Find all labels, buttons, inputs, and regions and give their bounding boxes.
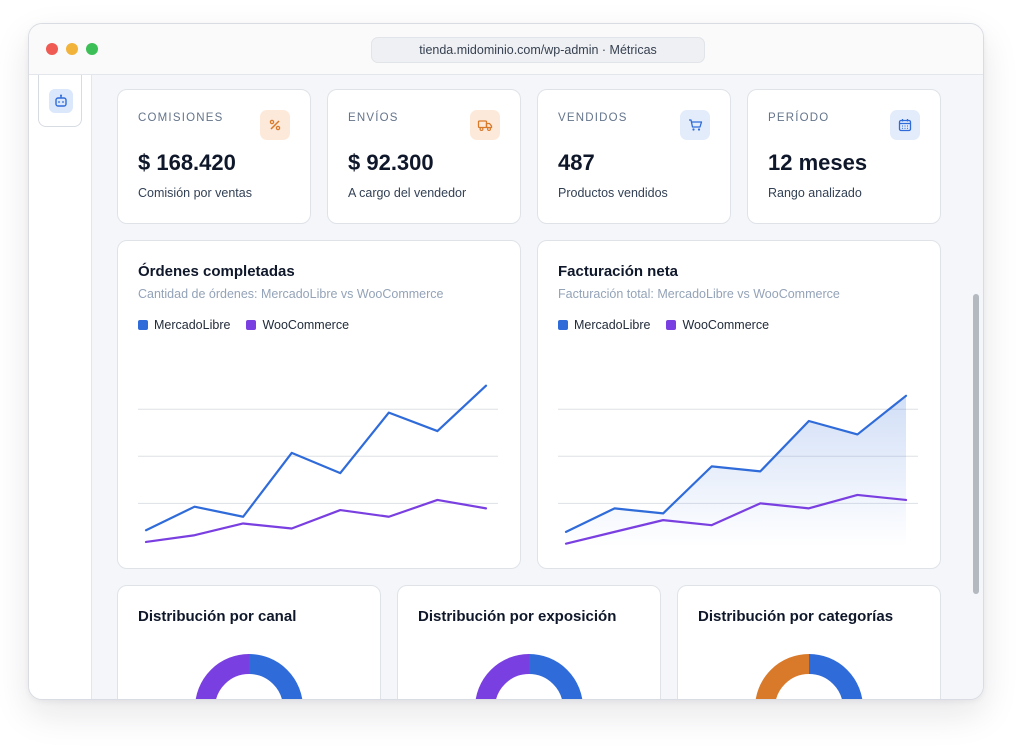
donut-slice-a — [808, 654, 863, 699]
stat-description: Comisión por ventas — [138, 186, 252, 200]
chart-legend: MercadoLibre WooCommerce — [558, 318, 769, 332]
legend-item-woocommerce: WooCommerce — [246, 318, 349, 332]
legend-item-mercadolibre: MercadoLibre — [138, 318, 230, 332]
legend-item-woocommerce: WooCommerce — [666, 318, 769, 332]
series-line-woocommerce — [564, 493, 908, 545]
stat-value: 12 meses — [768, 150, 868, 175]
donut-chart — [755, 654, 863, 699]
chart-title: Facturación neta — [558, 263, 679, 280]
robot-icon — [49, 89, 73, 113]
donut-slice-mercadolibre — [528, 654, 583, 699]
legend-item-mercadolibre: MercadoLibre — [558, 318, 650, 332]
sidebar — [29, 75, 92, 699]
legend-swatch — [246, 320, 257, 330]
chart-title: Órdenes completadas — [138, 263, 295, 280]
dashboard-content: COMISIONES $ 168.420 Comisión por ventas… — [91, 75, 969, 699]
vertical-scrollbar[interactable] — [969, 75, 983, 699]
distribution-card-categorias: Distribución por categorías — [677, 585, 941, 699]
legend-swatch — [138, 320, 148, 330]
stat-value: $ 168.420 — [138, 150, 236, 175]
stat-description: Productos vendidos — [558, 186, 668, 200]
stat-card-vendidos: VENDIDOS 487 Productos vendidos — [537, 89, 731, 224]
calendar-icon — [890, 110, 920, 140]
area-chart — [558, 394, 918, 547]
scrollbar-thumb[interactable] — [973, 294, 979, 594]
legend-label: WooCommerce — [262, 318, 350, 332]
chart-subtitle: Cantidad de órdenes: MercadoLibre vs Woo… — [138, 287, 444, 301]
stat-label: COMISIONES — [138, 112, 224, 124]
series-line-mercadolibre — [144, 384, 488, 532]
series-line-woocommerce — [144, 498, 488, 544]
stat-description: A cargo del vendedor — [348, 186, 467, 200]
sidebar-assistant-button[interactable] — [38, 75, 82, 127]
stat-card-envios: ENVÍOS $ 92.300 A cargo del vendedor — [327, 89, 521, 224]
stat-card-periodo: PERÍODO 12 meses Rango analizado — [747, 89, 941, 224]
distribution-title: Distribución por categorías — [698, 608, 894, 625]
address-bar[interactable]: tienda.midominio.com/wp-admin · Métricas — [371, 37, 705, 63]
legend-swatch — [666, 320, 677, 330]
distribution-card-exposicion: Distribución por exposición — [397, 585, 661, 699]
stat-value: 487 — [558, 150, 595, 175]
donut-chart — [195, 654, 303, 699]
donut-chart — [475, 654, 583, 699]
browser-window: tienda.midominio.com/wp-admin · Métricas… — [28, 23, 984, 700]
stat-label: VENDIDOS — [558, 112, 628, 124]
maximize-window-button[interactable] — [86, 43, 98, 55]
stat-label: PERÍODO — [768, 112, 830, 124]
chart-subtitle: Facturación total: MercadoLibre vs WooCo… — [558, 287, 840, 301]
title-bar: tienda.midominio.com/wp-admin · Métricas — [29, 24, 983, 75]
distribution-title: Distribución por exposición — [418, 608, 617, 625]
area-fill-mercadolibre — [566, 395, 906, 547]
chart-card-ordenes: Órdenes completadas Cantidad de órdenes:… — [117, 240, 521, 569]
stat-value: $ 92.300 — [348, 150, 434, 175]
donut-slice-woocommerce — [195, 654, 250, 699]
stat-description: Rango analizado — [768, 186, 862, 200]
line-chart — [138, 384, 498, 544]
stat-card-comisiones: COMISIONES $ 168.420 Comisión por ventas — [117, 89, 311, 224]
close-window-button[interactable] — [46, 43, 58, 55]
truck-icon — [470, 110, 500, 140]
distribution-title: Distribución por canal — [138, 608, 297, 625]
donut-slice-woocommerce — [475, 654, 530, 699]
minimize-window-button[interactable] — [66, 43, 78, 55]
series-line-mercadolibre — [564, 394, 908, 533]
legend-label: MercadoLibre — [154, 318, 231, 332]
donut-slice-b — [755, 654, 810, 699]
legend-label: MercadoLibre — [574, 318, 651, 332]
stat-label: ENVÍOS — [348, 112, 399, 124]
donut-slice-mercadolibre — [248, 654, 303, 699]
chart-card-facturacion: Facturación neta Facturación total: Merc… — [537, 240, 941, 569]
legend-swatch — [558, 320, 568, 330]
cart-icon — [680, 110, 710, 140]
legend-label: WooCommerce — [682, 318, 770, 332]
chart-legend: MercadoLibre WooCommerce — [138, 318, 349, 332]
percent-icon — [260, 110, 290, 140]
distribution-card-canal: Distribución por canal — [117, 585, 381, 699]
